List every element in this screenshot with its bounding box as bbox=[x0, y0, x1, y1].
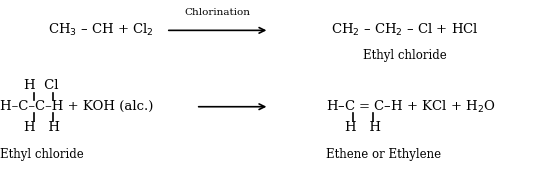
Text: Chlorination: Chlorination bbox=[184, 8, 251, 17]
Text: CH$_3$ – CH + Cl$_2$: CH$_3$ – CH + Cl$_2$ bbox=[48, 22, 153, 38]
Text: H–C–C–H + KOH (alc.): H–C–C–H + KOH (alc.) bbox=[0, 100, 153, 113]
Text: H–C = C–H + KCl + H$_2$O: H–C = C–H + KCl + H$_2$O bbox=[326, 99, 496, 115]
Text: Ethyl chloride: Ethyl chloride bbox=[0, 148, 84, 161]
Text: Ethyl chloride: Ethyl chloride bbox=[363, 49, 447, 62]
Text: H   H: H H bbox=[24, 121, 60, 134]
Text: H  Cl: H Cl bbox=[24, 79, 59, 92]
Text: H   H: H H bbox=[345, 121, 381, 134]
Text: Ethene or Ethylene: Ethene or Ethylene bbox=[326, 148, 442, 161]
Text: CH$_2$ – CH$_2$ – Cl + HCl: CH$_2$ – CH$_2$ – Cl + HCl bbox=[331, 22, 479, 38]
